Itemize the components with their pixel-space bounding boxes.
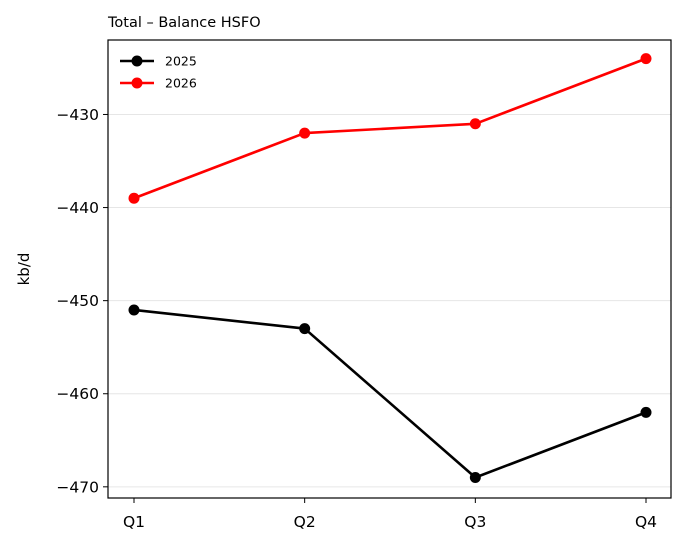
y-tick-label: −450 xyxy=(56,292,99,310)
y-tick-label: −470 xyxy=(56,478,99,496)
legend-label: 2026 xyxy=(165,76,197,91)
data-point-2026 xyxy=(299,127,311,139)
legend: 2025 2026 xyxy=(120,54,197,91)
y-tick-label: −460 xyxy=(56,385,99,403)
data-point-2025 xyxy=(299,323,311,335)
data-point-2025 xyxy=(469,472,481,484)
series-layer xyxy=(128,53,652,484)
gridlines xyxy=(108,113,671,488)
y-axis-label: kb/d xyxy=(15,253,33,286)
data-point-2026 xyxy=(640,53,652,65)
x-tick-label: Q3 xyxy=(464,513,486,531)
data-point-2026 xyxy=(469,118,481,130)
legend-label: 2025 xyxy=(165,54,197,69)
chart-title: Total – Balance HSFO xyxy=(107,15,261,31)
x-tick-label: Q4 xyxy=(635,513,657,531)
x-tick-label: Q1 xyxy=(123,513,145,531)
data-point-2025 xyxy=(640,406,652,418)
axis-ticks: −430 −440 −450 −460 −470 Q1 Q2 Q3 Q4 xyxy=(56,106,657,531)
y-tick-label: −430 xyxy=(56,106,99,124)
plot-frame xyxy=(107,39,672,499)
legend-swatch-marker xyxy=(131,77,143,89)
series-line-2025 xyxy=(133,308,647,479)
series-line-2026 xyxy=(133,57,647,200)
data-point-2026 xyxy=(128,192,140,204)
legend-swatch-marker xyxy=(131,55,143,67)
x-tick-label: Q2 xyxy=(294,513,316,531)
y-tick-label: −440 xyxy=(56,199,99,217)
data-point-2025 xyxy=(128,304,140,316)
